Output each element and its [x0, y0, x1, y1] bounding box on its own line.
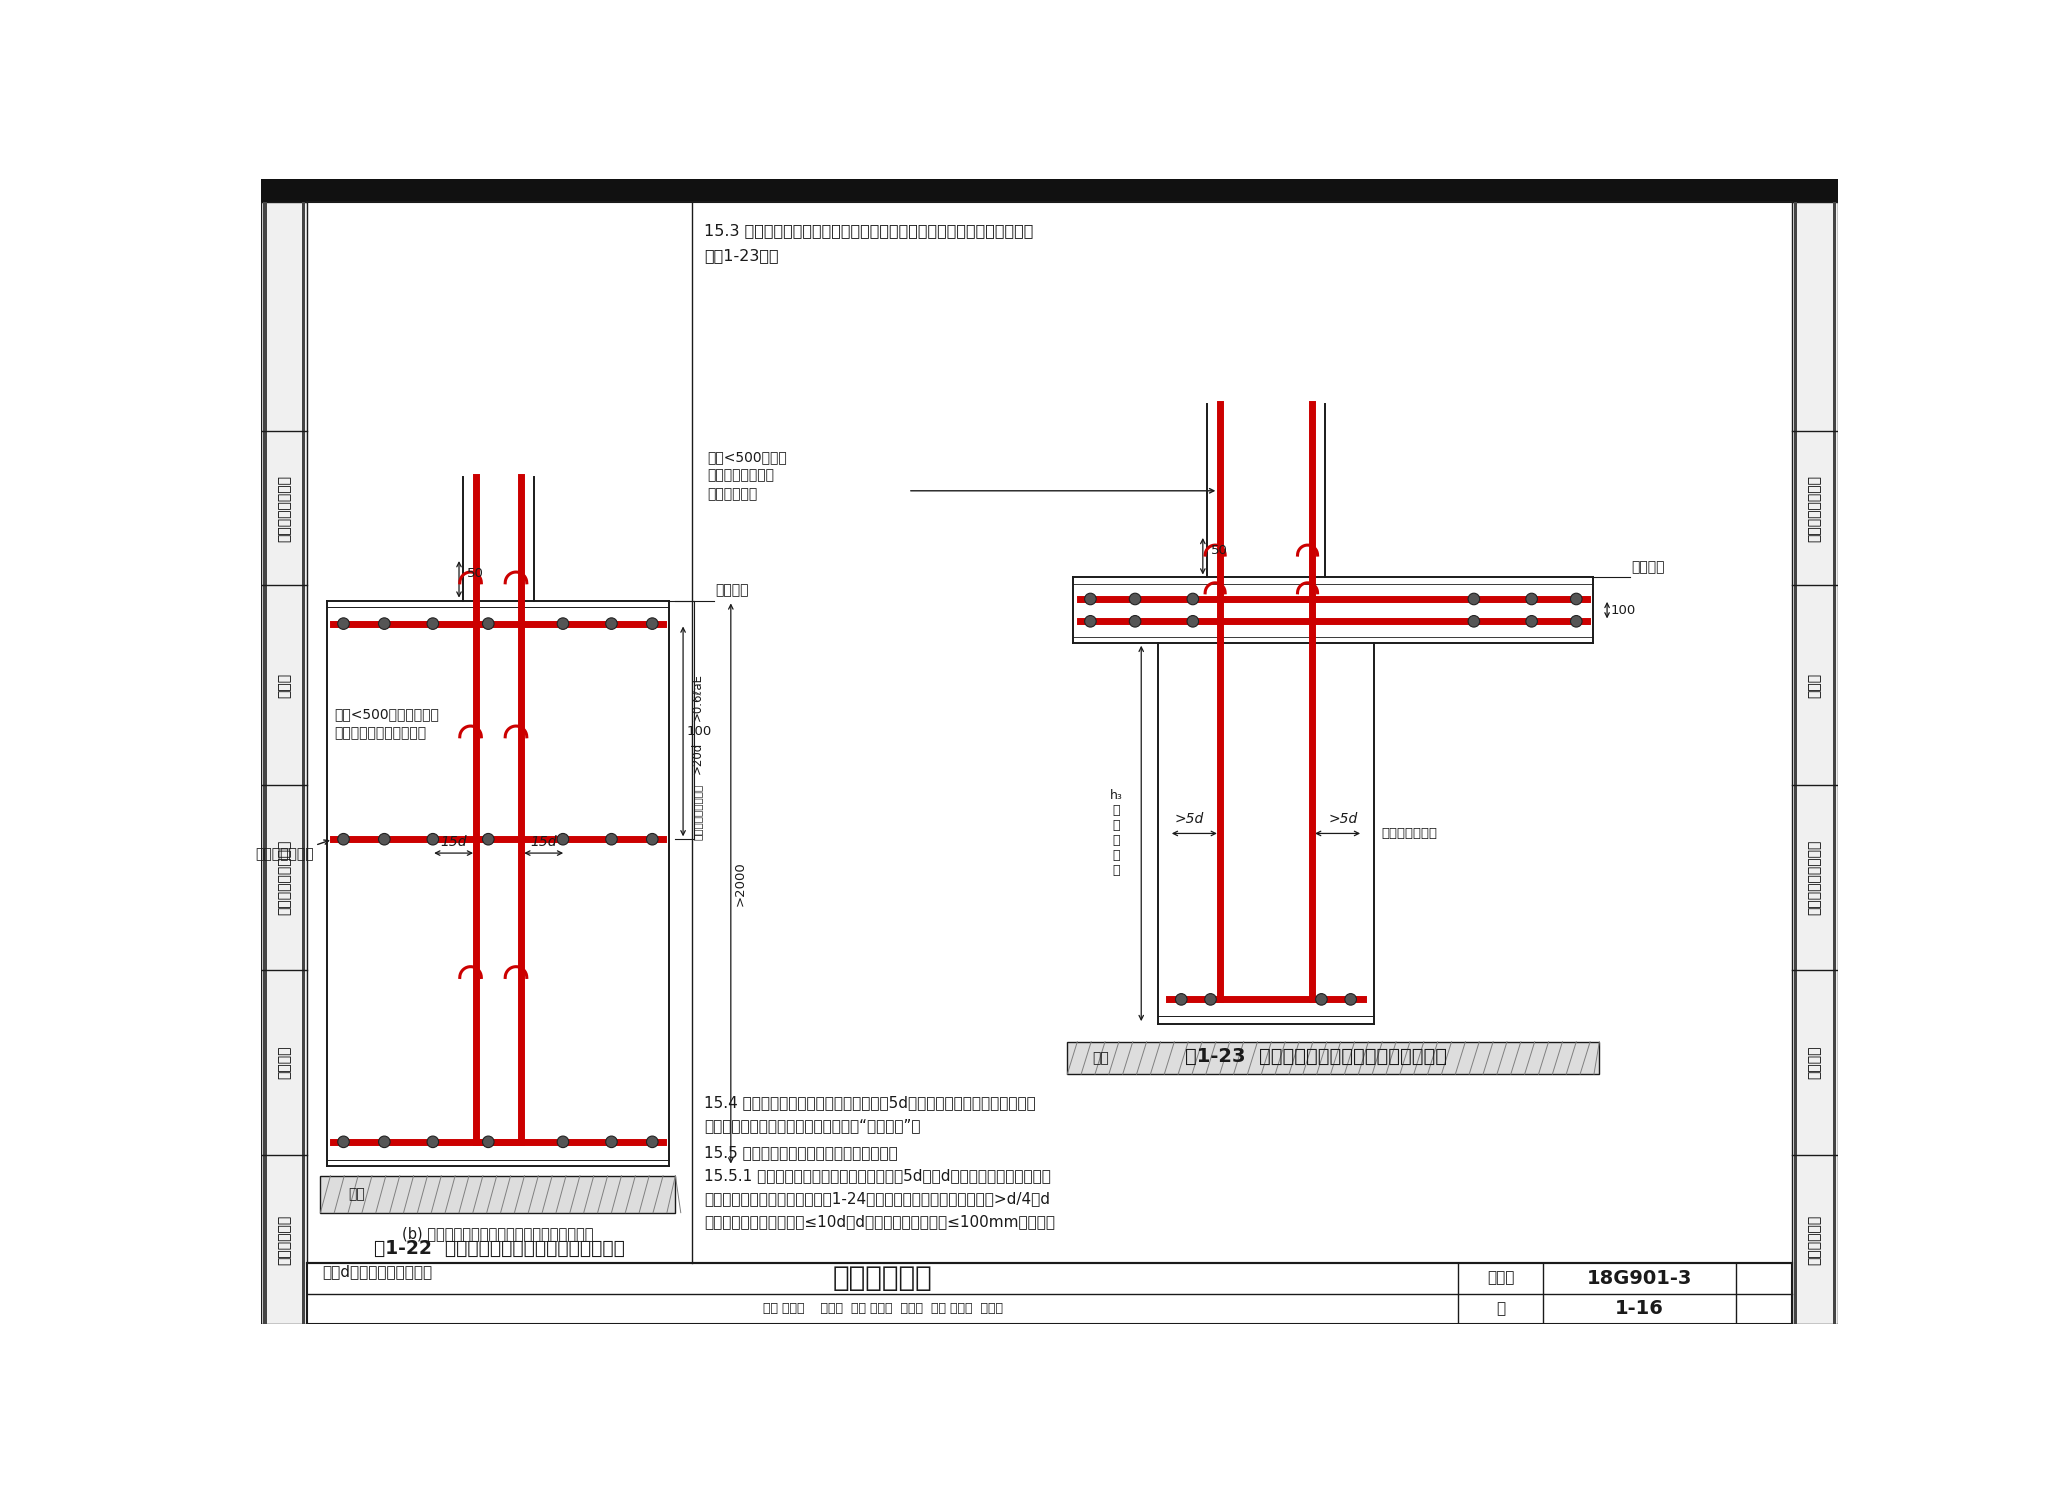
Circle shape [338, 1135, 350, 1147]
Bar [1833, 202, 1835, 1324]
Text: 独立基础: 独立基础 [1808, 1046, 1823, 1079]
Text: 15.5 墙身插筋锁固区横向钉筋的排布构造：: 15.5 墙身插筋锁固区横向钉筋的排布构造： [705, 1144, 897, 1161]
Text: 条形基础与筏形基础: 条形基础与筏形基础 [1808, 841, 1823, 915]
Text: 桦基础: 桦基础 [1808, 673, 1823, 698]
Text: 审核 黄志刚    葚云刚  校对 曹云锋  董王玉  设计 王怀元  万怀元: 审核 黄志刚 葚云刚 校对 曹云锋 董王玉 设计 王怀元 万怀元 [764, 1302, 1004, 1315]
Bar [1792, 202, 1839, 1324]
Text: 间距<500，且不少于两
道水平分布钉筋与拉结筋: 间距<500，且不少于两 道水平分布钉筋与拉结筋 [334, 707, 438, 740]
Text: 桦基础: 桦基础 [276, 673, 291, 698]
Text: 15d: 15d [440, 835, 467, 850]
Circle shape [1176, 994, 1188, 1006]
Text: 与基础有关的构造: 与基础有关的构造 [1808, 475, 1823, 542]
Text: 15.4 当墙某侧竖向钉筋保护层厚度不大于5d时，该侧竖向钉筋需全部伸至基: 15.4 当墙某侧竖向钉筋保护层厚度不大于5d时，该侧竖向钉筋需全部伸至基 [705, 1095, 1036, 1110]
Circle shape [1315, 994, 1327, 1006]
Text: 图1-22  墙身插筋在基础中的排布构造（二）: 图1-22 墙身插筋在基础中的排布构造（二） [375, 1240, 625, 1259]
Text: 支承在中间层网片上: 支承在中间层网片上 [692, 784, 702, 841]
Bar [1067, 1042, 1599, 1074]
Text: (b) 基础顶面至中间层网片高度不满足直锡长度: (b) 基础顶面至中间层网片高度不满足直锡长度 [401, 1226, 594, 1241]
Text: 图1-23  墙身插筋在下卧基础梁中的排布构造: 图1-23 墙身插筋在下卧基础梁中的排布构造 [1186, 1048, 1448, 1065]
Text: >0.6ℓaE: >0.6ℓaE [692, 673, 705, 720]
Text: 为纵筋最大直径），间距≤10d（d为纵筋最小直径）且≤100mm的要求。: 为纵筋最大直径），间距≤10d（d为纵筋最小直径）且≤100mm的要求。 [705, 1214, 1055, 1229]
Text: 15d: 15d [530, 835, 557, 850]
Circle shape [1128, 594, 1141, 604]
Circle shape [1188, 616, 1198, 626]
Circle shape [1346, 994, 1356, 1006]
Text: >20d: >20d [692, 743, 705, 774]
Circle shape [647, 618, 657, 629]
Circle shape [1526, 616, 1538, 626]
Text: 页: 页 [1497, 1302, 1505, 1317]
Text: >2000: >2000 [733, 862, 748, 906]
Text: 50: 50 [1210, 545, 1227, 558]
Text: 18G901-3: 18G901-3 [1587, 1269, 1692, 1287]
Text: 垫层: 垫层 [348, 1187, 365, 1201]
Text: h₃
基
础
梁
高
度: h₃ 基 础 梁 高 度 [1110, 790, 1122, 878]
Text: 100: 100 [686, 725, 711, 738]
Circle shape [483, 833, 494, 845]
Text: 中间层钉筋网片: 中间层钉筋网片 [254, 847, 313, 862]
Text: 垫层: 垫层 [1094, 1051, 1110, 1065]
Text: 独立基础: 独立基础 [276, 1046, 291, 1079]
Circle shape [557, 618, 569, 629]
Text: 100: 100 [1610, 604, 1636, 616]
Circle shape [1128, 616, 1141, 626]
Circle shape [483, 618, 494, 629]
Text: 条形基础与筏形基础: 条形基础与筏形基础 [276, 841, 291, 915]
Circle shape [483, 1135, 494, 1147]
Circle shape [1468, 594, 1479, 604]
Text: 一般构造要求: 一般构造要求 [1808, 1214, 1823, 1265]
Circle shape [428, 833, 438, 845]
Circle shape [647, 1135, 657, 1147]
Text: 一般构造要求: 一般构造要求 [276, 1214, 291, 1265]
Bar [307, 1263, 1792, 1324]
Text: >5d: >5d [1329, 812, 1358, 826]
Circle shape [1526, 594, 1538, 604]
Text: 与基础有关的构造: 与基础有关的构造 [276, 475, 291, 542]
Text: 15.5.1 在墙身部分插筋的保护层厚度不大于5d的（d为锁固钉筋的最大直径）: 15.5.1 在墙身部分插筋的保护层厚度不大于5d的（d为锁固钉筋的最大直径） [705, 1168, 1051, 1183]
Circle shape [1085, 594, 1096, 604]
Circle shape [606, 618, 616, 629]
Bar [262, 179, 1839, 202]
Text: 下卧基础梁侧面: 下卧基础梁侧面 [1382, 827, 1438, 839]
Circle shape [379, 618, 389, 629]
Circle shape [1085, 616, 1096, 626]
Circle shape [1204, 994, 1217, 1006]
Bar [262, 202, 307, 1324]
Circle shape [1571, 594, 1581, 604]
Circle shape [428, 618, 438, 629]
Text: 图集号: 图集号 [1487, 1271, 1516, 1286]
Text: 部位应设置锁固区横向钉筋（图1-24）。锁固区横向箍筋应满足直径>d/4（d: 部位应设置锁固区横向钉筋（图1-24）。锁固区横向箍筋应满足直径>d/4（d [705, 1190, 1051, 1207]
Bar [264, 202, 266, 1324]
Text: 1-16: 1-16 [1616, 1299, 1663, 1318]
Text: 50: 50 [467, 567, 483, 580]
Text: （图1-23）。: （图1-23）。 [705, 248, 778, 263]
Text: 基础顶面: 基础顶面 [715, 583, 750, 598]
Text: 一般构造要求: 一般构造要求 [834, 1265, 932, 1292]
Bar [1794, 202, 1798, 1324]
Circle shape [557, 833, 569, 845]
Circle shape [1188, 594, 1198, 604]
Circle shape [606, 1135, 616, 1147]
Bar [301, 202, 305, 1324]
Circle shape [606, 833, 616, 845]
Text: 注：d为墙插筋最大直径。: 注：d为墙插筋最大直径。 [324, 1265, 432, 1280]
Circle shape [428, 1135, 438, 1147]
Circle shape [557, 1135, 569, 1147]
Circle shape [379, 1135, 389, 1147]
Text: 15.3 当筏形基础的基础梁下沉于筏板底部时，墙身插筋应伸至基础梁底部: 15.3 当筏形基础的基础梁下沉于筏板底部时，墙身插筋应伸至基础梁底部 [705, 223, 1034, 238]
Circle shape [338, 833, 350, 845]
Bar [319, 1176, 676, 1213]
Circle shape [338, 618, 350, 629]
Circle shape [379, 833, 389, 845]
Text: 基础顶面: 基础顶面 [1632, 561, 1665, 574]
Text: 间距<500，且不
少于两道水平分布
钉筋与拉结筋: 间距<500，且不 少于两道水平分布 钉筋与拉结筋 [709, 449, 788, 501]
Text: 础底部并支承在底部钉筋网片上，不得“隔二下一”。: 础底部并支承在底部钉筋网片上，不得“隔二下一”。 [705, 1117, 920, 1132]
Circle shape [1468, 616, 1479, 626]
Text: >5d: >5d [1174, 812, 1204, 826]
Circle shape [1571, 616, 1581, 626]
Circle shape [647, 833, 657, 845]
